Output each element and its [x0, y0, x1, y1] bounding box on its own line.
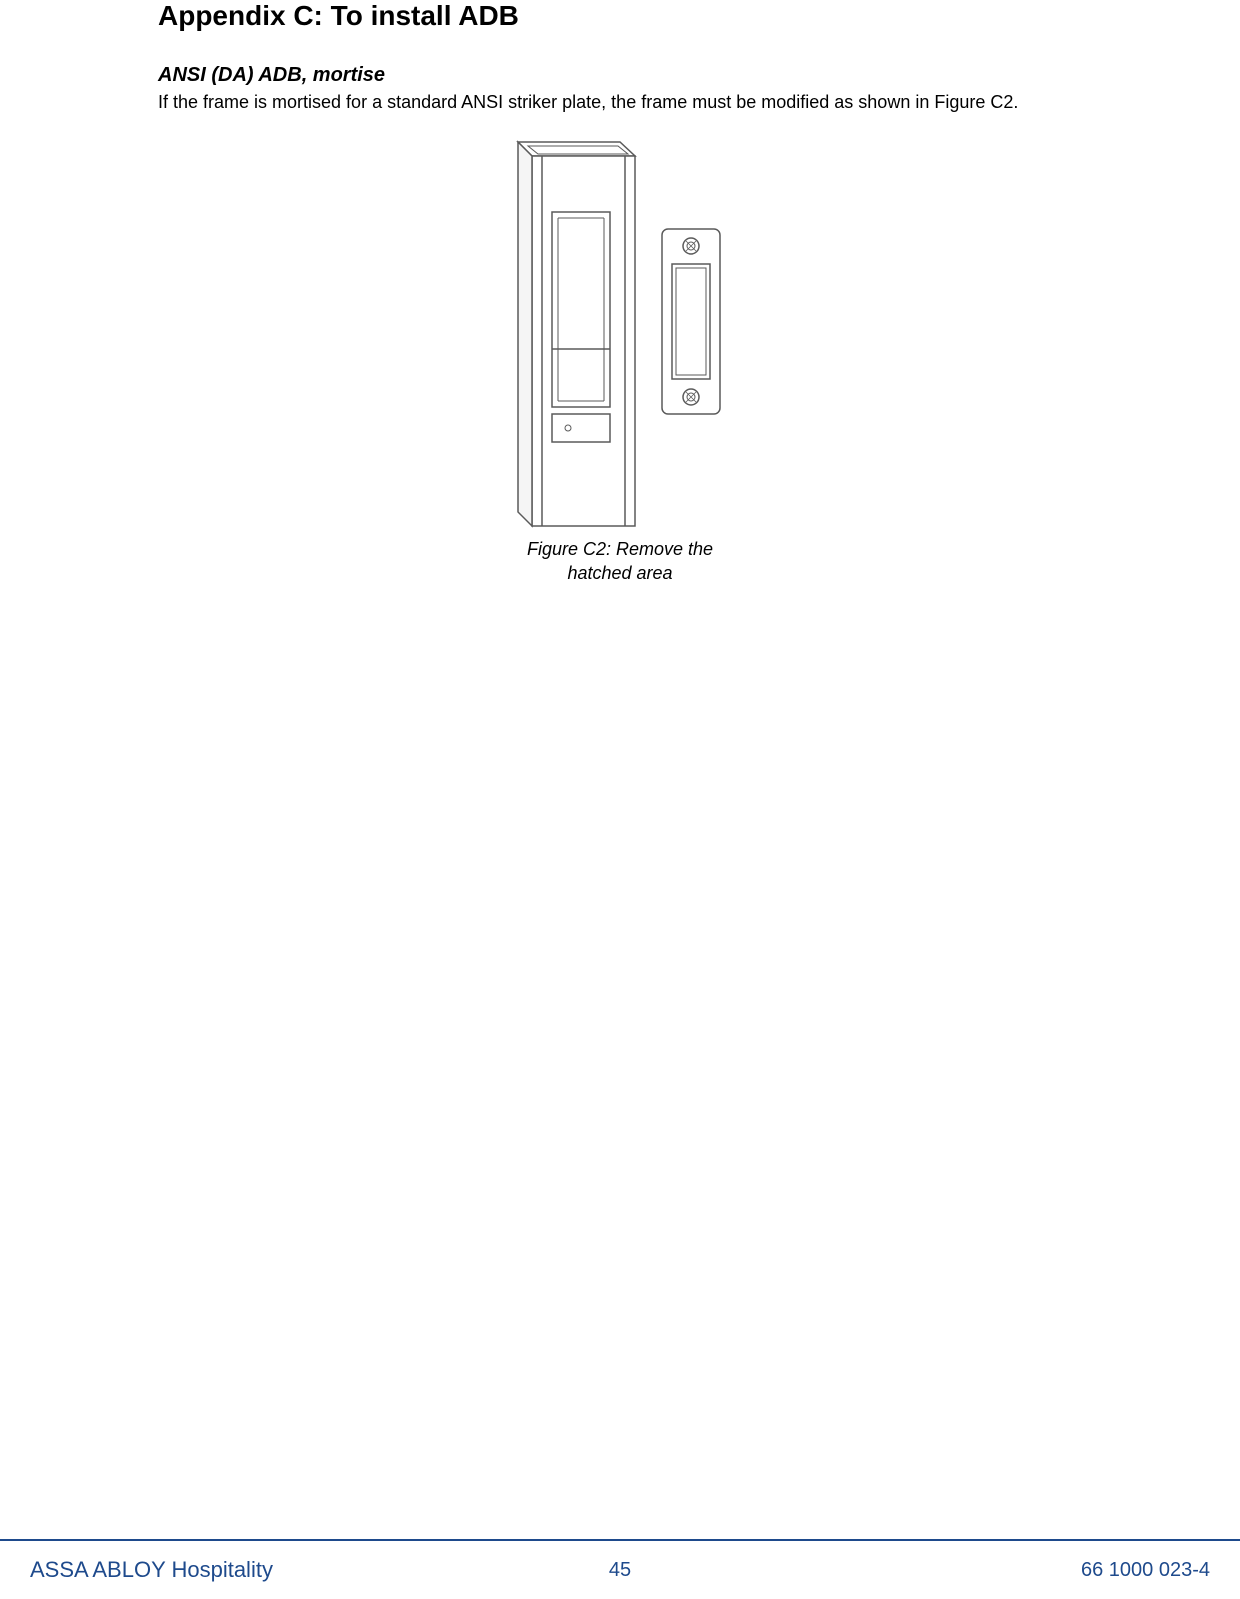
figure-caption: Figure C2: Remove the hatched area — [527, 538, 713, 585]
footer: ASSA ABLOY Hospitality 45 66 1000 023-4 — [0, 1539, 1240, 1599]
heading-sub: ANSI (DA) ADB, mortise — [158, 64, 1082, 87]
footer-left: ASSA ABLOY Hospitality — [30, 1557, 273, 1583]
heading-main: Appendix C: To install ADB — [158, 0, 1082, 32]
figure-container: Figure C2: Remove the hatched area — [158, 134, 1082, 585]
figure-caption-line1: Figure C2: Remove the — [527, 539, 713, 559]
footer-page-number: 45 — [609, 1559, 631, 1582]
footer-doc-number: 66 1000 023-4 — [1081, 1559, 1210, 1582]
body-text: If the frame is mortised for a standard … — [158, 90, 1082, 114]
figure-diagram — [500, 134, 740, 534]
figure-caption-line2: hatched area — [567, 563, 672, 583]
document-content: Appendix C: To install ADB ANSI (DA) ADB… — [0, 0, 1240, 585]
